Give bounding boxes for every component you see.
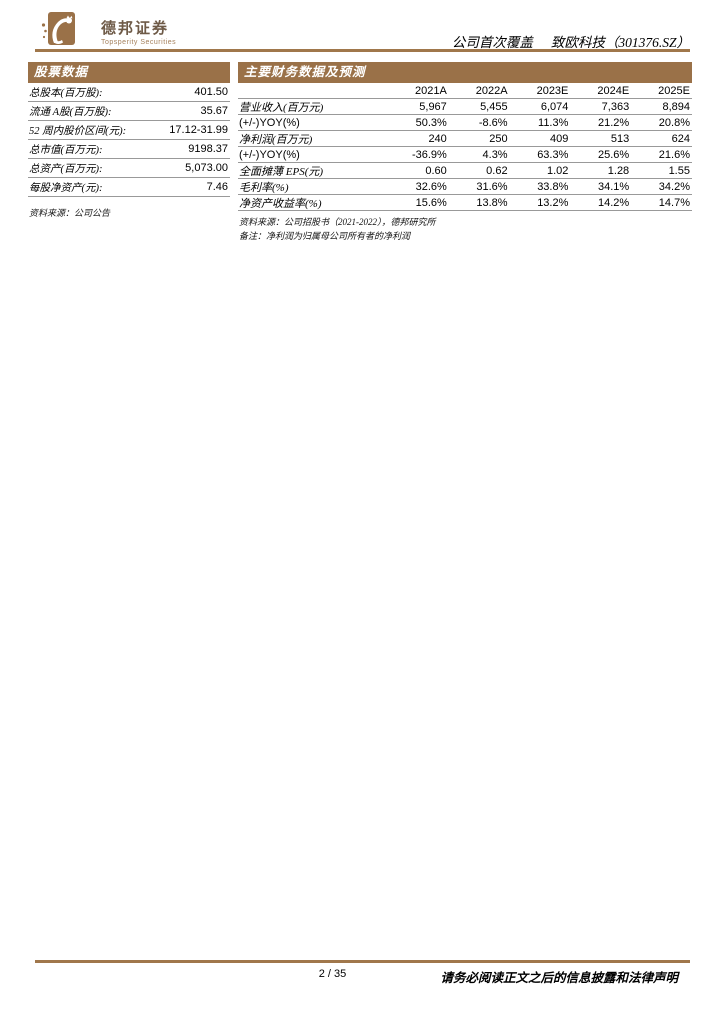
cell-value: 63.3% (537, 148, 569, 161)
brand-block: 德邦证券 Topsperity Securities (101, 17, 176, 46)
company-ticker: 致欧科技（301376.SZ） (550, 35, 690, 50)
stock-row-label: 总市值(百万元): (29, 144, 103, 156)
stock-row-value: 17.12-31.99 (169, 124, 228, 136)
stock-row-label: 每股净资产(元): (29, 182, 103, 194)
year-column-header: 2021A (414, 84, 447, 97)
year-column-header: 2023E (536, 84, 569, 97)
cell-value: 4.3% (482, 148, 508, 161)
stock-data-row: 52 周内股价区间(元): 17.12-31.99 (28, 121, 230, 140)
cell-value: 513 (610, 132, 630, 145)
cell-value: -36.9% (411, 148, 447, 161)
topsperity-logo-icon (40, 10, 76, 53)
cell-value: 32.6% (415, 180, 447, 193)
page-footer: 2 / 35 请务必阅读正文之后的信息披露和法律声明 (35, 960, 690, 986)
cell-value: 409 (550, 132, 569, 145)
row-label: (+/-)YOY(%) (239, 116, 300, 129)
year-column-header: 2024E (597, 84, 630, 97)
cell-value: 15.6% (415, 196, 447, 209)
cell-value: 0.62 (486, 164, 508, 177)
content-area: 股票数据 总股本(百万股): 401.50 流通 A股(百万股): 35.67 … (28, 62, 692, 243)
row-label: 净利润(百万元) (239, 133, 313, 146)
year-column-header: 2022A (475, 84, 508, 97)
table-source: 资料来源：公司招股书（2021-2022），德邦研究所 (239, 217, 436, 227)
cell-value: 13.8% (476, 196, 508, 209)
table-row: 净利润(百万元) 240 250 409 513 624 (238, 131, 692, 147)
financial-forecast-panel: 主要财务数据及预测 2021A 2022A 2023E 2024E 2025E … (238, 62, 692, 243)
row-label: 毛利率(%) (239, 181, 289, 194)
report-header-title: 公司首次覆盖 致欧科技（301376.SZ） (452, 31, 690, 51)
cell-value: -8.6% (478, 116, 508, 129)
row-label: (+/-)YOY(%) (239, 148, 300, 161)
table-row: 营业收入(百万元) 5,967 5,455 6,074 7,363 8,894 (238, 99, 692, 115)
cell-value: 13.2% (537, 196, 569, 209)
stock-data-panel: 股票数据 总股本(百万股): 401.50 流通 A股(百万股): 35.67 … (28, 62, 230, 243)
cell-value: 6,074 (540, 100, 569, 113)
table-row: (+/-)YOY(%) -36.9% 4.3% 63.3% 25.6% 21.6… (238, 147, 692, 163)
cell-value: 1.02 (546, 164, 569, 177)
stock-row-value: 5,073.00 (185, 162, 228, 174)
stock-data-source: 资料来源：公司公告 (29, 208, 111, 218)
cell-value: 5,455 (480, 100, 508, 113)
cell-value: 33.8% (537, 180, 569, 193)
brand-name: 德邦证券 (101, 20, 170, 37)
cell-value: 14.2% (597, 196, 630, 209)
cell-value: 20.8% (658, 116, 690, 129)
stock-row-label: 总资产(百万元): (29, 163, 103, 175)
cell-value: 1.28 (607, 164, 630, 177)
stock-data-row: 每股净资产(元): 7.46 (28, 178, 230, 197)
row-label: 净资产收益率(%) (239, 197, 322, 210)
stock-row-label: 流通 A股(百万股): (29, 106, 112, 118)
row-label: 全面摊薄 EPS(元) (239, 165, 324, 178)
table-row: (+/-)YOY(%) 50.3% -8.6% 11.3% 21.2% 20.8… (238, 115, 692, 131)
cell-value: 25.6% (597, 148, 630, 161)
cell-value: 7,363 (601, 100, 630, 113)
financial-table-header-row: 2021A 2022A 2023E 2024E 2025E (238, 83, 692, 99)
row-label: 营业收入(百万元) (239, 101, 324, 114)
stock-row-label: 总股本(百万股): (29, 87, 103, 99)
brand-subtitle: Topsperity Securities (101, 39, 177, 46)
stock-data-title: 股票数据 (28, 62, 230, 83)
financial-table-title: 主要财务数据及预测 (238, 62, 692, 83)
cell-value: 0.60 (425, 164, 447, 177)
stock-row-label: 52 周内股价区间(元): (29, 125, 127, 137)
cell-value: 8,894 (662, 100, 690, 113)
footer-disclaimer: 请务必阅读正文之后的信息披露和法律声明 (440, 971, 678, 985)
cell-value: 240 (428, 132, 447, 145)
cell-value: 624 (671, 132, 690, 145)
cell-value: 5,967 (419, 100, 447, 113)
cell-value: 14.7% (658, 196, 690, 209)
stock-row-value: 9198.37 (188, 143, 228, 155)
report-type: 公司首次覆盖 (451, 35, 533, 50)
financial-table-notes: 资料来源：公司招股书（2021-2022），德邦研究所 备注：净利润为归属母公司… (238, 216, 692, 243)
header-divider (35, 49, 690, 52)
cell-value: 1.55 (668, 164, 690, 177)
stock-row-value: 401.50 (194, 86, 228, 98)
cell-value: 34.2% (658, 180, 690, 193)
cell-value: 31.6% (476, 180, 508, 193)
table-row: 全面摊薄 EPS(元) 0.60 0.62 1.02 1.28 1.55 (238, 163, 692, 179)
table-row: 毛利率(%) 32.6% 31.6% 33.8% 34.1% 34.2% (238, 179, 692, 195)
page-number: 2 / 35 (318, 968, 347, 980)
cell-value: 50.3% (415, 116, 447, 129)
stock-row-value: 35.67 (200, 105, 228, 117)
stock-row-value: 7.46 (206, 181, 228, 193)
cell-value: 34.1% (597, 180, 630, 193)
cell-value: 11.3% (538, 116, 569, 129)
cell-value: 250 (489, 132, 508, 145)
year-column-header: 2025E (658, 84, 690, 97)
stock-data-row: 总资产(百万元): 5,073.00 (28, 159, 230, 178)
cell-value: 21.2% (597, 116, 630, 129)
table-row: 净资产收益率(%) 15.6% 13.8% 13.2% 14.2% 14.7% (238, 195, 692, 211)
stock-data-row: 总股本(百万股): 401.50 (28, 83, 230, 102)
stock-data-row: 总市值(百万元): 9198.37 (28, 140, 230, 159)
stock-data-row: 流通 A股(百万股): 35.67 (28, 102, 230, 121)
table-remark: 备注：净利润为归属母公司所有者的净利润 (239, 230, 411, 241)
cell-value: 21.6% (658, 148, 690, 161)
